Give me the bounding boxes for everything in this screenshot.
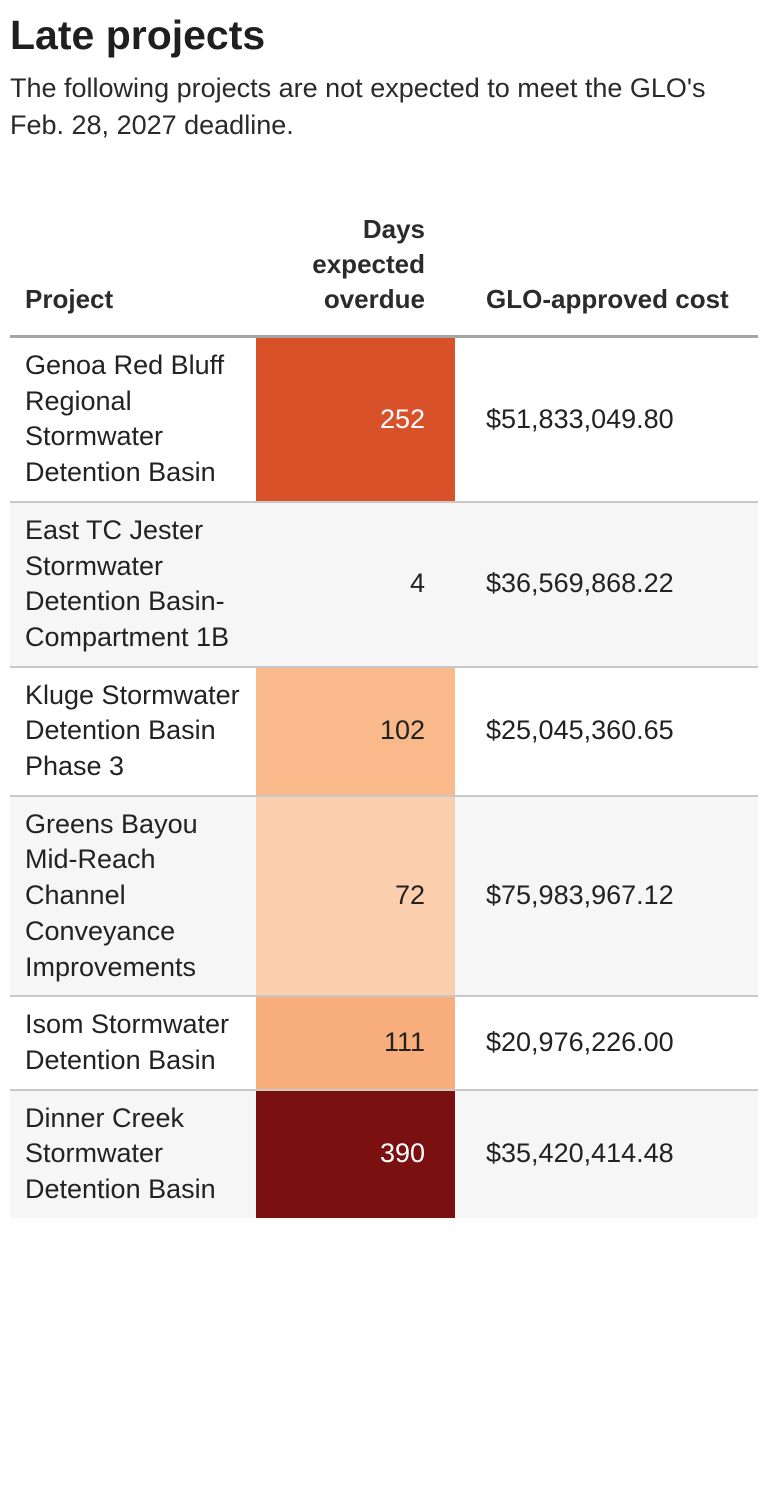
late-projects-table: Project Days expected overdue GLO-approv… <box>10 208 758 1218</box>
table-row: Greens Bayou Mid-Reach Channel Conveyanc… <box>10 795 758 998</box>
table-body: Genoa Red Bluff Regional Stormwater Dete… <box>10 336 758 1218</box>
chart-title: Late projects <box>10 12 266 58</box>
table-row: Genoa Red Bluff Regional Stormwater Dete… <box>10 336 758 503</box>
days-overdue-cell: 252 <box>256 336 455 503</box>
chart-container: Late projects The following projects are… <box>10 0 758 1218</box>
project-name-cell: East TC Jester Stormwater Detention Basi… <box>10 501 256 668</box>
table-row: Isom Stormwater Detention Basin 111 $20,… <box>10 996 758 1091</box>
cost-cell: $51,833,049.80 <box>455 336 758 503</box>
cost-cell: $36,569,868.22 <box>455 501 758 668</box>
project-name-cell: Greens Bayou Mid-Reach Channel Conveyanc… <box>10 795 256 998</box>
days-overdue-cell: 390 <box>256 1089 455 1218</box>
table-row: Kluge Stormwater Detention Basin Phase 3… <box>10 666 758 797</box>
project-name-cell: Kluge Stormwater Detention Basin Phase 3 <box>10 666 256 797</box>
days-overdue-cell: 72 <box>256 795 455 998</box>
days-overdue-cell: 111 <box>256 996 455 1091</box>
table-header-row: Project Days expected overdue GLO-approv… <box>10 208 758 338</box>
table-row: East TC Jester Stormwater Detention Basi… <box>10 501 758 668</box>
column-header-days-overdue[interactable]: Days expected overdue <box>256 208 455 338</box>
cost-cell: $20,976,226.00 <box>455 996 758 1091</box>
cost-cell: $25,045,360.65 <box>455 666 758 797</box>
cost-cell: $35,420,414.48 <box>455 1089 758 1218</box>
days-overdue-cell: 102 <box>256 666 455 797</box>
project-name-cell: Dinner Creek Stormwater Detention Basin <box>10 1089 256 1218</box>
project-name-cell: Isom Stormwater Detention Basin <box>10 996 256 1091</box>
column-header-cost[interactable]: GLO-approved cost <box>455 208 758 338</box>
days-overdue-cell: 4 <box>256 501 455 668</box>
project-name-cell: Genoa Red Bluff Regional Stormwater Dete… <box>10 336 256 503</box>
table-row: Dinner Creek Stormwater Detention Basin … <box>10 1089 758 1218</box>
chart-subtitle: The following projects are not expected … <box>10 73 706 140</box>
column-header-project[interactable]: Project <box>10 208 256 338</box>
cost-cell: $75,983,967.12 <box>455 795 758 998</box>
